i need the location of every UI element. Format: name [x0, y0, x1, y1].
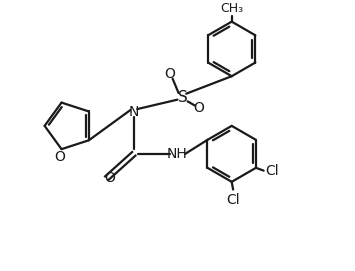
Text: Cl: Cl — [226, 193, 240, 207]
Text: N: N — [129, 105, 139, 119]
Text: CH₃: CH₃ — [220, 2, 243, 15]
Text: O: O — [164, 67, 175, 82]
Text: S: S — [178, 91, 188, 105]
Text: NH: NH — [167, 147, 188, 161]
Text: O: O — [54, 150, 65, 164]
Text: Cl: Cl — [266, 164, 279, 178]
Text: O: O — [194, 101, 204, 115]
Text: O: O — [104, 171, 115, 185]
